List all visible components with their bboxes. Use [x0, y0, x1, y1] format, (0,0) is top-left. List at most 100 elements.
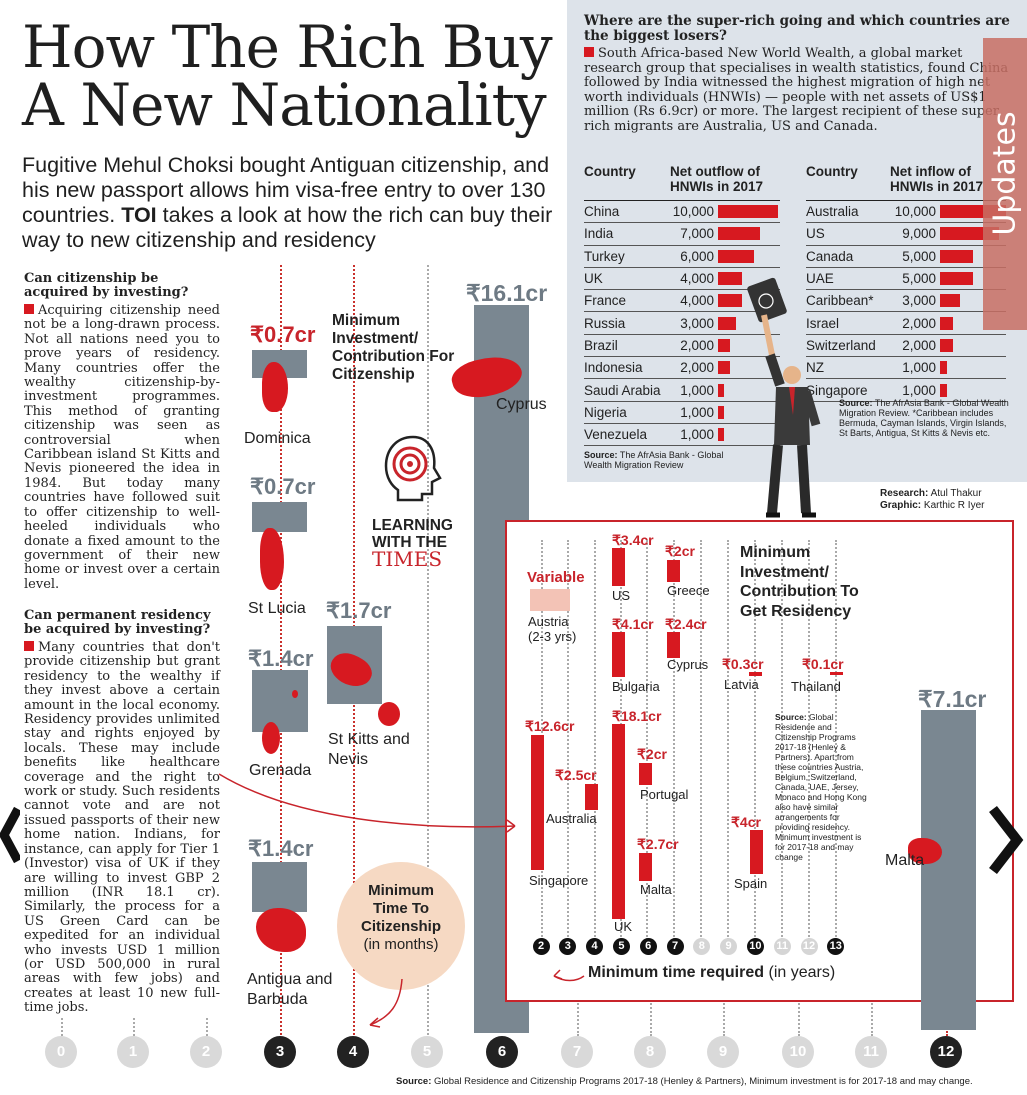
updates-tab[interactable]: Updates [983, 38, 1027, 330]
outflow-bar [718, 361, 730, 375]
cyprus-name: Cyprus [496, 396, 547, 413]
australia-bar [585, 784, 598, 810]
us-name: US [612, 588, 631, 603]
inflow-row: Canada 5,000 [806, 246, 1006, 268]
thailand-bar [830, 672, 843, 675]
austria-sub: (2-3 yrs) [528, 629, 577, 644]
arrow-left-icon [553, 969, 585, 982]
outflow-bar [718, 205, 778, 219]
outflow-country: China [584, 204, 620, 220]
greece-value: ₹2cr [665, 543, 695, 559]
outflow-row: China 10,000 [584, 201, 780, 224]
inflow-country: NZ [806, 360, 824, 376]
outflow-bar [718, 272, 742, 286]
gridline [206, 1018, 208, 1036]
outflow-value: 6,000 [680, 248, 714, 264]
cyprus-res-name: Cyprus [667, 657, 709, 672]
logo-line-3: TIMES [372, 547, 443, 571]
inflow-row: UAE 5,000 [806, 268, 1006, 291]
inflow-country: UAE [806, 271, 834, 287]
singapore-name: Singapore [529, 873, 589, 888]
inflow-country: US [806, 226, 825, 242]
research-label: Research: [880, 488, 929, 499]
gridline [798, 1000, 800, 1036]
inflow-bar [940, 338, 953, 352]
graphic-label: Graphic: [880, 500, 922, 511]
inflow-bar [940, 249, 973, 263]
month-marker-11: 11 [855, 1036, 887, 1068]
month-marker-6: 6 [486, 1036, 518, 1068]
inflow-value: 9,000 [902, 226, 936, 242]
gridline [61, 1018, 63, 1036]
res-gridline [594, 540, 596, 940]
logo-line-1: LEARNING [372, 517, 453, 534]
gridline [871, 1000, 873, 1036]
years-axis-label: Minimum time required (in years) [588, 964, 835, 982]
outflow-row: UK 4,000 [584, 268, 780, 291]
outflow-header-country: Country [584, 164, 636, 179]
footer-source-text: Global Residence and Citizenship Program… [434, 1076, 973, 1087]
grenada-islet-icon [292, 690, 298, 698]
australia-value: ₹2.5cr [555, 767, 597, 783]
outflow-row: Turkey 6,000 [584, 246, 780, 268]
thailand-value: ₹0.1cr [802, 656, 844, 672]
austria-value: Variable [527, 569, 585, 586]
portugal-name: Portugal [640, 787, 689, 802]
res-gridline [646, 540, 648, 940]
outflow-row: Indonesia 2,000 [584, 357, 780, 380]
inflow-header-value: Net inflow of HNWIs in 2017 [890, 164, 984, 194]
year-marker-10: 10 [746, 938, 764, 955]
month-marker-3: 3 [264, 1036, 296, 1068]
arrow-down-icon [369, 978, 403, 1028]
outflow-value: 4,000 [680, 271, 714, 287]
outflow-value: 4,000 [680, 293, 714, 309]
month-marker-0: 0 [45, 1036, 77, 1068]
year-marker-6: 6 [639, 938, 657, 955]
outflow-bar [718, 405, 724, 419]
outflow-row: Nigeria 1,000 [584, 402, 780, 424]
footer-source: Source: Global Residence and Citizenship… [396, 1076, 973, 1087]
month-marker-4: 4 [337, 1036, 369, 1068]
updates-tab-label: Updates [987, 111, 1023, 236]
inflow-header-country: Country [806, 164, 858, 179]
spain-name: Spain [734, 876, 768, 891]
outflow-row: Venezuela 1,000 [584, 424, 780, 447]
antigua-map-icon [256, 908, 306, 952]
inflow-value: 5,000 [902, 248, 936, 264]
malta-res-bar [639, 853, 652, 881]
next-arrow-button[interactable] [985, 805, 1025, 875]
outflow-bar [718, 294, 742, 308]
prev-arrow-button[interactable] [0, 805, 22, 865]
inflow-value: 10,000 [894, 204, 936, 220]
gridline [723, 1000, 725, 1036]
outflow-bar [718, 338, 730, 352]
outflow-row: Brazil 2,000 [584, 335, 780, 358]
dominica-value: ₹0.7cr [250, 322, 316, 347]
outflow-value: 1,000 [680, 382, 714, 398]
year-marker-9: 9 [720, 938, 738, 955]
arrow-right-icon [218, 773, 516, 833]
st-lucia-name: St Lucia [248, 600, 306, 617]
year-marker-8: 8 [693, 938, 711, 955]
month-marker-10: 10 [782, 1036, 814, 1068]
antigua-name: Antigua and Barbuda [247, 971, 333, 1008]
gridline [133, 1018, 135, 1036]
outflow-country: Russia [584, 315, 626, 331]
q2-body: Many countries that don't provide citize… [24, 640, 220, 1016]
grenada-name: Grenada [249, 762, 312, 779]
grenada-bar [252, 670, 308, 732]
time-bubble-title: Minimum Time To Citizenship [360, 882, 441, 935]
residency-title: Minimum Investment/ Contribution To Get … [740, 544, 859, 620]
inflow-bar [940, 361, 947, 375]
inflow-source-label: Source: [839, 398, 873, 408]
res-gridline [781, 540, 783, 940]
us-bar [612, 548, 625, 586]
inflow-row: Switzerland 2,000 [806, 335, 1006, 358]
inflow-value: 2,000 [902, 337, 936, 353]
inflow-country: Australia [806, 204, 859, 220]
malta-bar [921, 710, 976, 1030]
st-kitts-value: ₹1.7cr [326, 598, 392, 623]
thailand-name: Thailand [791, 679, 841, 694]
q2-block: Can permanent residency be acquired by i… [24, 609, 220, 1016]
dominica-map-icon [262, 362, 288, 412]
